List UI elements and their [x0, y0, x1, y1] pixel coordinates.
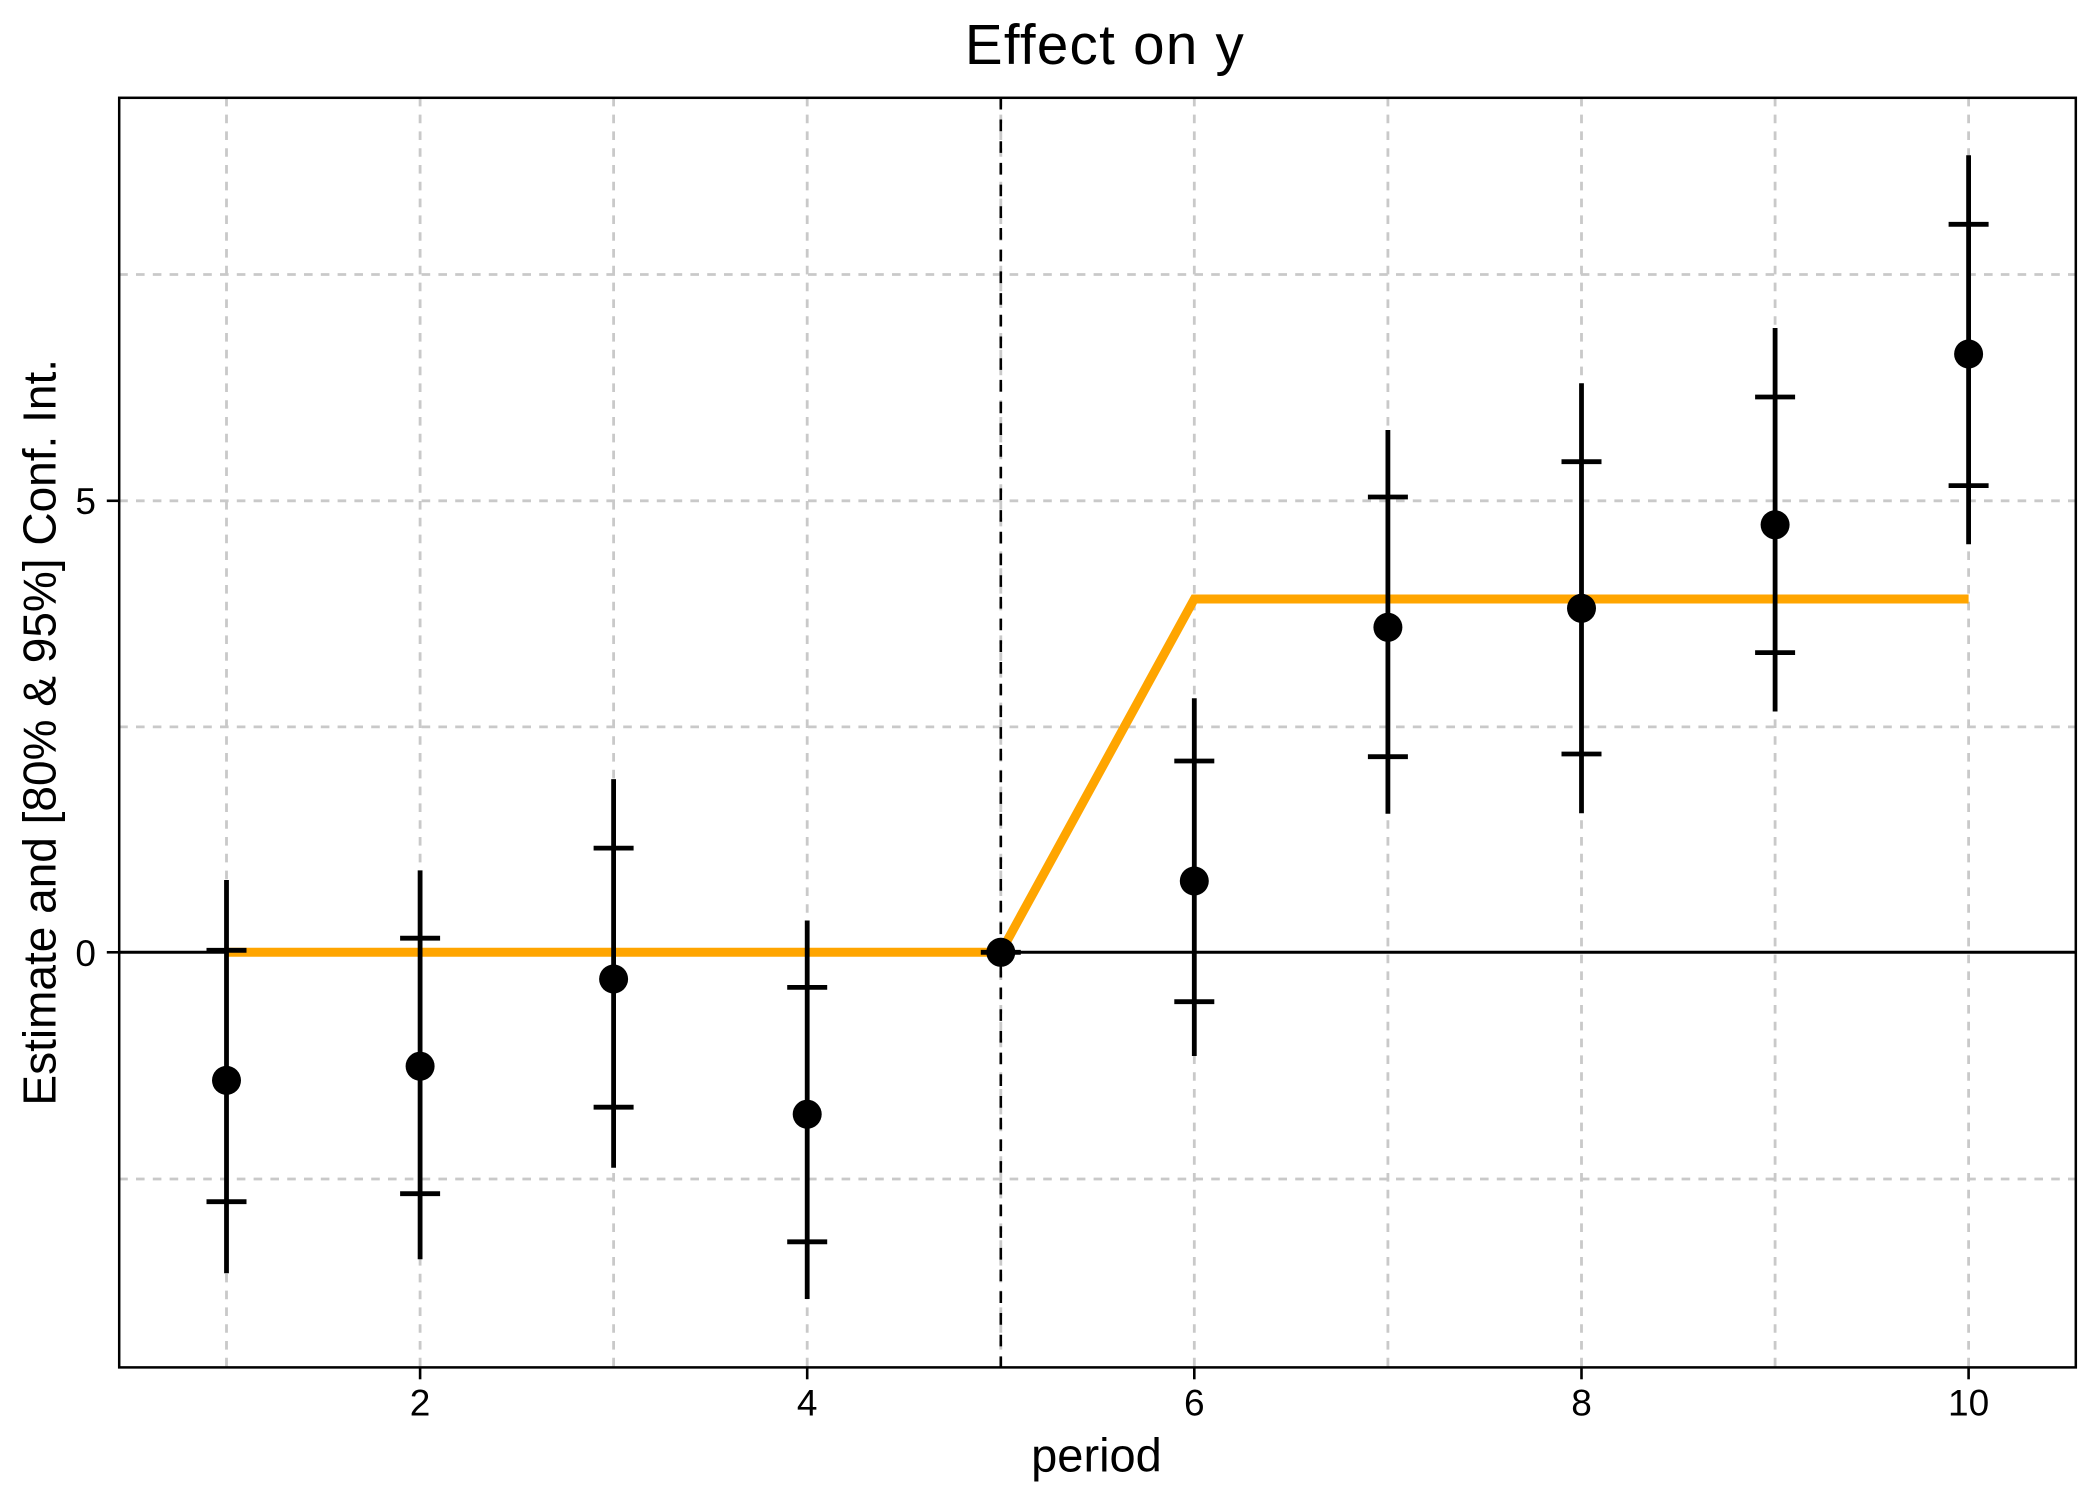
svg-text:6: 6: [1184, 1383, 1205, 1424]
svg-text:2: 2: [410, 1383, 431, 1424]
svg-text:period: period: [1031, 1429, 1162, 1482]
svg-text:0: 0: [75, 933, 96, 974]
svg-text:5: 5: [75, 481, 96, 522]
svg-text:10: 10: [1948, 1383, 1989, 1424]
svg-text:Estimate and [80% & 95%] Conf.: Estimate and [80% & 95%] Conf. Int.: [13, 359, 65, 1106]
svg-text:8: 8: [1571, 1383, 1592, 1424]
svg-text:4: 4: [797, 1383, 818, 1424]
svg-text:Effect on y: Effect on y: [965, 13, 1245, 76]
